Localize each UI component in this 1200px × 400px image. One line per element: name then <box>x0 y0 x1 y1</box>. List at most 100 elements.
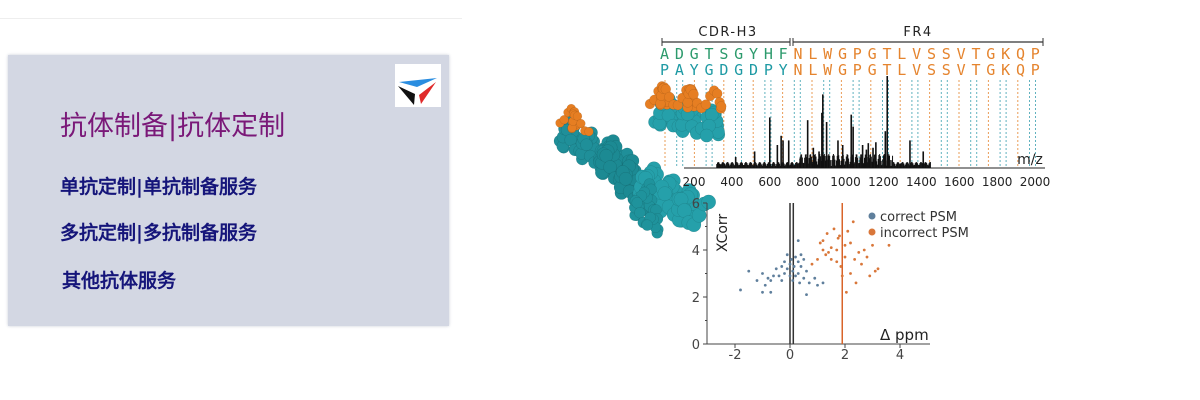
divider <box>0 18 462 19</box>
incorrect-psm-point <box>824 253 828 257</box>
correct-psm-point <box>796 260 800 264</box>
x-tick-label: 0 <box>786 348 794 363</box>
incorrect-psm-point <box>860 262 863 266</box>
antibody-domain <box>576 118 586 129</box>
y-tick-label: 4 <box>692 244 700 259</box>
incorrect-psm-point <box>862 248 866 252</box>
correct-psm-point <box>761 272 764 275</box>
correct-psm-point <box>821 281 825 285</box>
incorrect-psm-point <box>871 243 874 247</box>
incorrect-psm-point <box>853 258 857 261</box>
correct-psm-point <box>761 290 764 294</box>
incorrect-psm-point <box>851 220 855 224</box>
antibody-domain <box>700 99 712 110</box>
incorrect-psm-point <box>876 267 880 271</box>
incorrect-psm-point <box>836 236 840 240</box>
correct-psm-point <box>789 258 793 261</box>
antibody-domain <box>699 128 714 143</box>
correct-psm-point <box>807 281 811 285</box>
incorrect-psm-point <box>835 260 839 264</box>
x-tick-label: 200 <box>683 175 706 189</box>
menu-item-other-services[interactable]: 其他抗体服务 <box>62 270 177 292</box>
correct-psm-point <box>774 267 778 271</box>
incorrect-psm-point <box>818 241 822 245</box>
correct-psm-point <box>772 274 775 278</box>
incorrect-psm-point <box>821 248 825 252</box>
incorrect-psm-point <box>873 269 877 273</box>
x-tick-label: 400 <box>720 175 743 189</box>
xcorr-scatter-plot: -2 0 2 4 0 2 4 6 XCorr Δ ppm correct PSMincorrect … <box>692 197 969 363</box>
correct-psm-point <box>816 283 819 287</box>
incorrect-psm-point <box>849 241 852 245</box>
incorrect-psm-point <box>839 265 843 268</box>
incorrect-psm-point <box>840 274 844 278</box>
correct-psm-point <box>791 269 795 273</box>
correct-psm-point <box>769 290 773 294</box>
antibody-domain <box>664 91 675 103</box>
incorrect-psm-point <box>887 243 891 247</box>
incorrect-psm-point <box>832 227 836 231</box>
cdr-sequence: PAYGDGDPY <box>660 61 793 79</box>
correct-psm-point <box>791 279 795 282</box>
antibody-domain <box>618 171 633 186</box>
antibody-domain <box>584 126 594 137</box>
legend-label: incorrect PSM <box>880 226 969 241</box>
antibody-domain <box>716 101 727 112</box>
correct-psm-point <box>788 262 792 266</box>
fr-sequence: NLWGPGTLVSSVTGKQP <box>793 45 1045 63</box>
sequence-row: ADGTSGYHFNLWGPGTLVSSVTGKQP <box>660 45 1046 63</box>
y-axis-label: XCorr <box>715 214 731 252</box>
y-tick-label: 0 <box>692 338 700 353</box>
antibody-domain <box>688 89 699 100</box>
correct-psm-point <box>780 279 784 282</box>
correct-psm-point <box>763 283 767 287</box>
correct-psm-point <box>799 265 803 268</box>
x-tick-label: 2 <box>841 348 849 363</box>
x-tick-label: 800 <box>796 175 819 189</box>
menu-item-monoclonal[interactable]: 单抗定制|单抗制备服务 <box>60 176 257 198</box>
correct-psm-point <box>785 267 789 271</box>
incorrect-psm-point <box>829 246 833 250</box>
antibody-domain <box>657 186 673 202</box>
correct-psm-point <box>788 274 792 278</box>
correct-psm-point <box>799 253 803 257</box>
x-tick-label: 600 <box>758 175 781 189</box>
incorrect-psm-point <box>810 262 814 266</box>
antibody-domain <box>682 97 693 108</box>
correct-psm-point <box>783 272 786 275</box>
incorrect-psm-point <box>843 255 847 259</box>
region-brackets: CDR-H3 FR4 <box>661 25 1044 46</box>
incorrect-psm-point <box>827 250 830 254</box>
antibody-domain <box>559 115 569 125</box>
incorrect-psm-point <box>829 258 833 261</box>
antibody-domain <box>631 197 643 209</box>
correct-psm-point <box>780 265 784 268</box>
x-axis-label: m/z <box>1017 152 1043 168</box>
incorrect-psm-point <box>838 234 841 238</box>
correct-psm-point <box>769 279 773 282</box>
x-axis-label: Δ ppm <box>880 326 929 344</box>
incorrect-psm-point <box>865 255 869 259</box>
antibody-domain <box>641 219 653 231</box>
cdr-sequence: ADGTSGYHF <box>660 45 793 63</box>
x-tick-label: 1200 <box>868 175 899 189</box>
antibody-domain <box>572 111 583 121</box>
legend-marker <box>868 212 876 220</box>
correct-psm-point <box>783 260 786 264</box>
incorrect-psm-point <box>816 258 819 261</box>
x-tick-label: 1800 <box>982 175 1013 189</box>
x-tick-label: 1000 <box>830 175 861 189</box>
correct-psm-point <box>802 276 806 280</box>
menu-item-polyclonal[interactable]: 多抗定制|多抗制备服务 <box>60 222 257 244</box>
legend-marker <box>868 228 876 236</box>
incorrect-psm-point <box>854 281 858 285</box>
correct-psm-point <box>755 279 759 282</box>
correct-psm-point <box>794 274 797 278</box>
sequence-rows: ADGTSGYHFNLWGPGTLVSSVTGKQPPAYGDGDPYNLWGP… <box>660 45 1046 79</box>
correct-psm-point <box>777 274 781 278</box>
correct-psm-point <box>766 276 770 280</box>
y-tick-label: 2 <box>692 291 700 306</box>
x-tick-label: 1600 <box>944 175 975 189</box>
incorrect-psm-point <box>868 274 872 278</box>
